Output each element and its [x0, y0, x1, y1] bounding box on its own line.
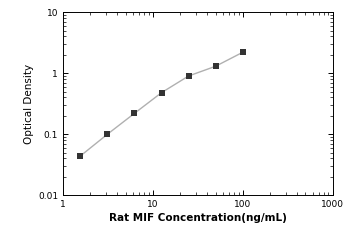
X-axis label: Rat MIF Concentration(ng/mL): Rat MIF Concentration(ng/mL): [109, 213, 287, 223]
Point: [186, 74, 191, 78]
Point: [78, 154, 83, 158]
Point: [105, 132, 110, 136]
Point: [132, 111, 137, 115]
Y-axis label: Optical Density: Optical Density: [24, 64, 34, 144]
Point: [159, 91, 164, 95]
Point: [213, 64, 218, 68]
Point: [240, 50, 245, 54]
